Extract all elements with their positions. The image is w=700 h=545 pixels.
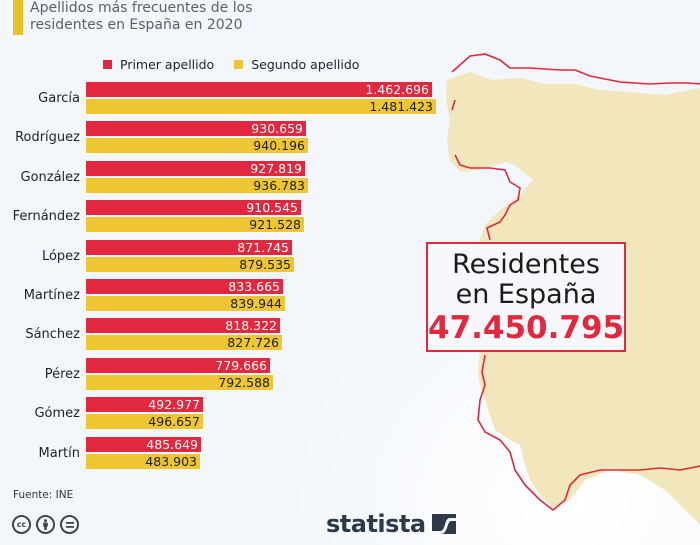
legend-label-primer: Primer apellido [120, 57, 215, 72]
bar-row: García 1.462.696 1.481.423 [0, 82, 460, 116]
bar-row: González 927.819 936.783 [0, 160, 460, 195]
bar-row: Fernández 910.545 921.528 [0, 200, 460, 234]
callout-line-1: Residentes [452, 249, 600, 280]
statista-brand[interactable]: statista [326, 510, 456, 538]
bar-primer-apellido: 833.665 [86, 279, 283, 294]
bar-primer-apellido: 818.322 [86, 318, 280, 334]
category-label: Rodríguez [15, 130, 80, 146]
category-label: López [41, 248, 80, 264]
category-label: Gómez [34, 406, 80, 422]
cc-icon[interactable]: cc [12, 515, 31, 534]
no-derivatives-icon[interactable] [60, 515, 79, 534]
title-accent-bar [13, 0, 23, 35]
bar-segundo-apellido: 792.588 [86, 374, 273, 390]
bar-segundo-apellido: 879.535 [86, 256, 294, 272]
bar-row: Gómez 492.977 496.657 [0, 397, 460, 431]
title-line-1: Apellidos más frecuentes de los [30, 0, 253, 16]
callout-value: 47.450.795 [428, 310, 625, 346]
bar-segundo-apellido: 496.657 [86, 414, 203, 430]
bar-row: Martín 485.649 483.903 [0, 436, 460, 471]
category-label: González [20, 169, 81, 185]
bar-primer-apellido: 779.666 [86, 357, 270, 373]
bar-primer-apellido: 485.649 [86, 436, 201, 452]
bar-primer-apellido: 910.545 [86, 200, 301, 216]
callout-line-2: en España [455, 279, 597, 310]
bar-row: Sánchez 818.322 827.726 [0, 318, 460, 352]
title-line-2: residentes en España en 2020 [30, 17, 243, 33]
legend-swatch-primer [103, 60, 112, 69]
bar-segundo-apellido: 839.944 [86, 296, 285, 311]
bar-primer-apellido: 1.462.696 [86, 82, 432, 97]
category-label: Martín [38, 445, 80, 461]
legend-swatch-segundo [234, 60, 244, 69]
statista-wordmark: statista [326, 510, 426, 538]
source-note: Fuente: INE [13, 489, 74, 501]
chart-title: Apellidos más frecuentes de los resident… [30, 0, 360, 34]
bar-segundo-apellido: 827.726 [86, 335, 282, 351]
legend: Primer apellido Segundo apellido [103, 57, 379, 72]
legend-item-primer: Primer apellido [103, 57, 214, 72]
bar-segundo-apellido: 921.528 [86, 217, 304, 233]
bar-row: Rodríguez 930.659 940.196 [0, 121, 460, 155]
category-label: Martínez [23, 288, 80, 303]
bar-segundo-apellido: 483.903 [86, 453, 200, 469]
bar-row: Martínez 833.665 839.944 [0, 279, 460, 313]
by-attribution-icon[interactable] [36, 515, 55, 534]
license-icons[interactable]: cc [12, 515, 84, 534]
category-label: Pérez [44, 366, 80, 382]
residents-callout: Residentes en España 47.450.795 [426, 242, 626, 352]
category-label: Sánchez [25, 327, 80, 343]
category-label: Fernández [12, 209, 80, 225]
bar-segundo-apellido: 940.196 [86, 138, 308, 154]
bar-primer-apellido: 492.977 [86, 397, 203, 413]
legend-item-segundo: Segundo apellido [234, 57, 359, 72]
statista-logo-icon [431, 514, 456, 534]
bar-primer-apellido: 871.745 [86, 239, 292, 255]
bar-row: Pérez 779.666 792.588 [0, 357, 460, 392]
category-label: García [38, 91, 80, 106]
bar-primer-apellido: 927.819 [86, 160, 305, 176]
legend-label-segundo: Segundo apellido [251, 57, 360, 72]
bar-row: López 871.745 879.535 [0, 239, 460, 274]
bar-segundo-apellido: 936.783 [86, 177, 308, 193]
bar-segundo-apellido: 1.481.423 [86, 99, 436, 114]
bar-primer-apellido: 930.659 [86, 121, 306, 137]
spain-border [451, 53, 700, 512]
